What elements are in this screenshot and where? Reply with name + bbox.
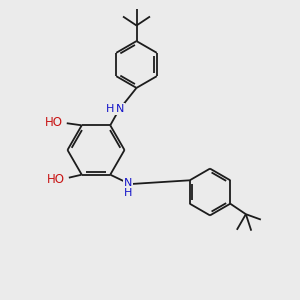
Text: N: N — [116, 104, 124, 114]
Text: HO: HO — [46, 173, 65, 186]
Text: HO: HO — [45, 116, 63, 129]
Text: H: H — [124, 188, 132, 198]
Text: N: N — [124, 178, 132, 188]
Text: H: H — [106, 103, 114, 113]
